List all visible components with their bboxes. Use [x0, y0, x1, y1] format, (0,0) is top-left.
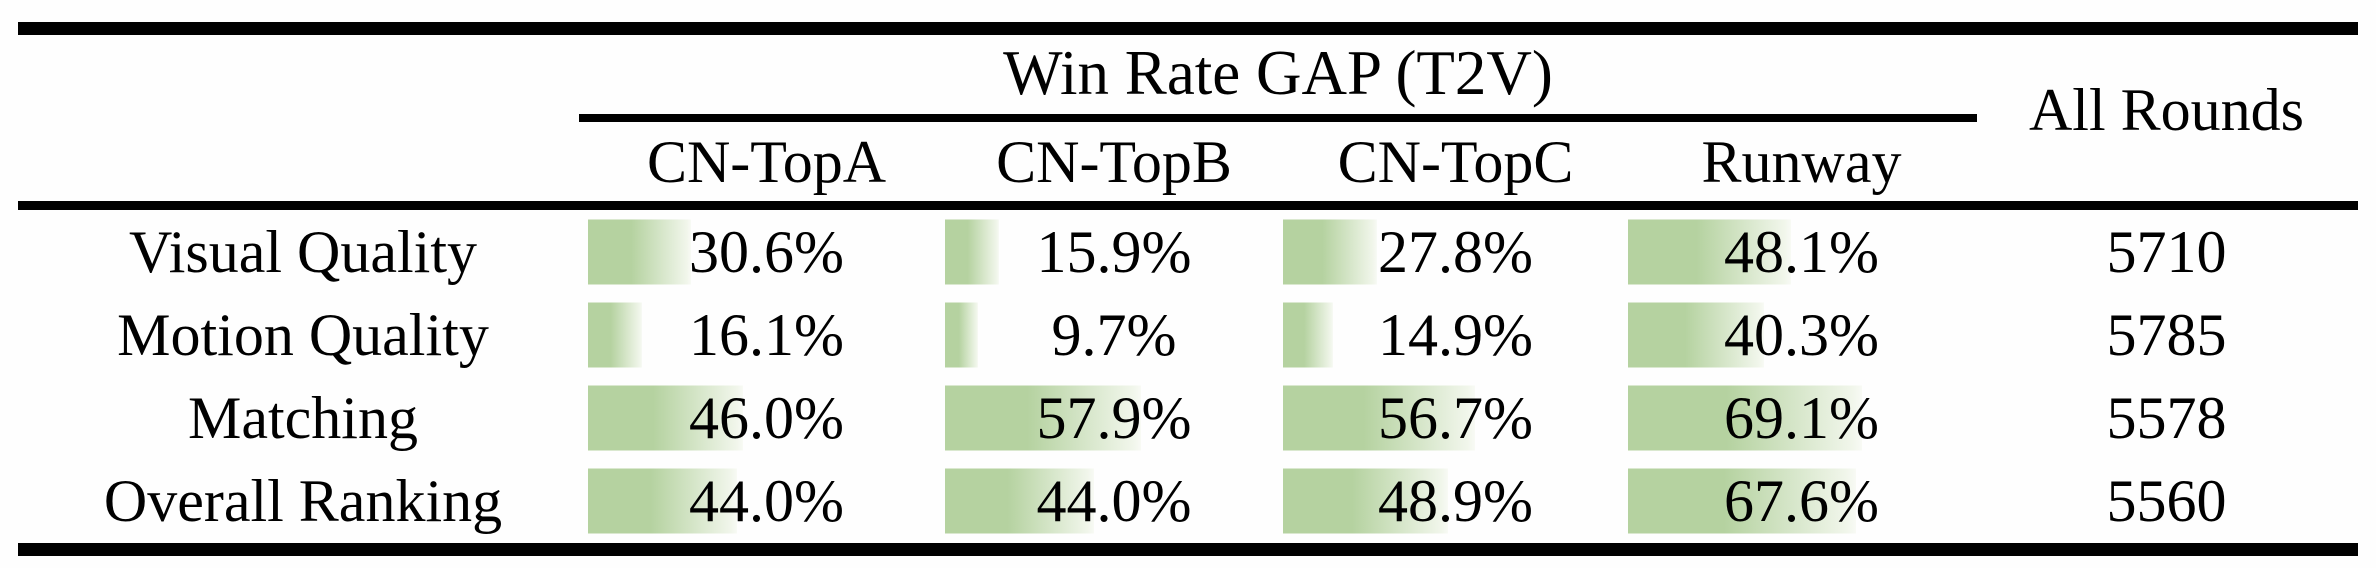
percent-value: 44.0% [1036, 468, 1192, 535]
data-bar [588, 468, 737, 534]
data-bar [1628, 385, 1862, 451]
percent-value: 14.9% [1378, 301, 1533, 368]
win-rate-cell: 44.0% [945, 460, 1283, 543]
row-label: Overall Ranking [103, 468, 503, 535]
win-rate-cell: 56.7% [1283, 377, 1628, 460]
win-rate-cell: 48.9% [1283, 460, 1628, 543]
data-bar [945, 302, 978, 368]
all-rounds-value: 5785 [2106, 301, 2227, 368]
percent-value: 27.8% [1378, 218, 1533, 285]
all-rounds-header: All Rounds [2028, 77, 2305, 143]
percent-value: 57.9% [1036, 385, 1192, 452]
table-bottom-rule [18, 543, 2358, 556]
win-rate-cell: 57.9% [945, 377, 1283, 460]
all-rounds-value: 5560 [2106, 468, 2227, 535]
win-rate-cell: 15.9% [945, 210, 1283, 293]
data-bar [1628, 302, 1765, 368]
percent-value: 46.0% [689, 385, 844, 452]
data-bar [945, 468, 1094, 534]
percent-value: 56.7% [1378, 385, 1533, 452]
percent-value: 40.3% [1724, 301, 1879, 368]
all-rounds-value: 5710 [2106, 218, 2227, 285]
table-body: Visual Quality 30.6% 15.9% 27.8% 48.1% 5… [18, 210, 2358, 543]
percent-value: 16.1% [689, 301, 844, 368]
all-rounds-value: 5578 [2106, 385, 2227, 452]
win-rate-cell: 48.1% [1628, 210, 1975, 293]
percent-value: 30.6% [689, 218, 844, 285]
win-rate-cell: 67.6% [1628, 460, 1975, 543]
win-rate-cell: 27.8% [1283, 210, 1628, 293]
data-bar [1628, 219, 1791, 285]
percent-value: 69.1% [1724, 385, 1879, 452]
data-bar [945, 385, 1141, 451]
data-bar [1283, 302, 1334, 368]
win-rate-cell: 16.1% [588, 293, 945, 376]
win-rate-cell: 69.1% [1628, 377, 1975, 460]
percent-value: 48.1% [1724, 218, 1879, 285]
win-rate-cell: 9.7% [945, 293, 1283, 376]
data-bar [945, 219, 999, 285]
row-label: Matching [188, 385, 418, 452]
column-header-cn-topb: CN-TopB [996, 129, 1232, 195]
win-rate-cell: 44.0% [588, 460, 945, 543]
win-rate-cell: 14.9% [1283, 293, 1628, 376]
percent-value: 44.0% [689, 468, 844, 535]
data-bar [1283, 385, 1475, 451]
header-bottom-rule [18, 201, 2358, 210]
column-headers-row: CN-TopA CN-TopB CN-TopC Runway [588, 123, 1975, 201]
data-bar [588, 219, 692, 285]
column-header-runway: Runway [1701, 129, 1902, 195]
percent-value: 9.7% [1051, 301, 1177, 368]
data-bar [588, 385, 744, 451]
column-header-cn-topc: CN-TopC [1337, 129, 1574, 195]
win-rate-cell: 40.3% [1628, 293, 1975, 376]
percent-value: 48.9% [1378, 468, 1533, 535]
table-top-rule [18, 22, 2358, 35]
row-label: Motion Quality [117, 301, 489, 368]
column-header-cn-topa: CN-TopA [646, 129, 887, 195]
group-header-win-rate-gap: Win Rate GAP (T2V) [1003, 37, 1553, 108]
row-label: Visual Quality [128, 218, 478, 285]
data-bar [1283, 468, 1449, 534]
percent-value: 67.6% [1724, 468, 1879, 535]
group-header-underline-rule [579, 114, 1977, 122]
win-rate-cell: 30.6% [588, 210, 945, 293]
data-bar [588, 302, 643, 368]
data-bar [1628, 468, 1857, 534]
percent-value: 15.9% [1036, 218, 1192, 285]
win-rate-cell: 46.0% [588, 377, 945, 460]
data-bar [1283, 219, 1377, 285]
